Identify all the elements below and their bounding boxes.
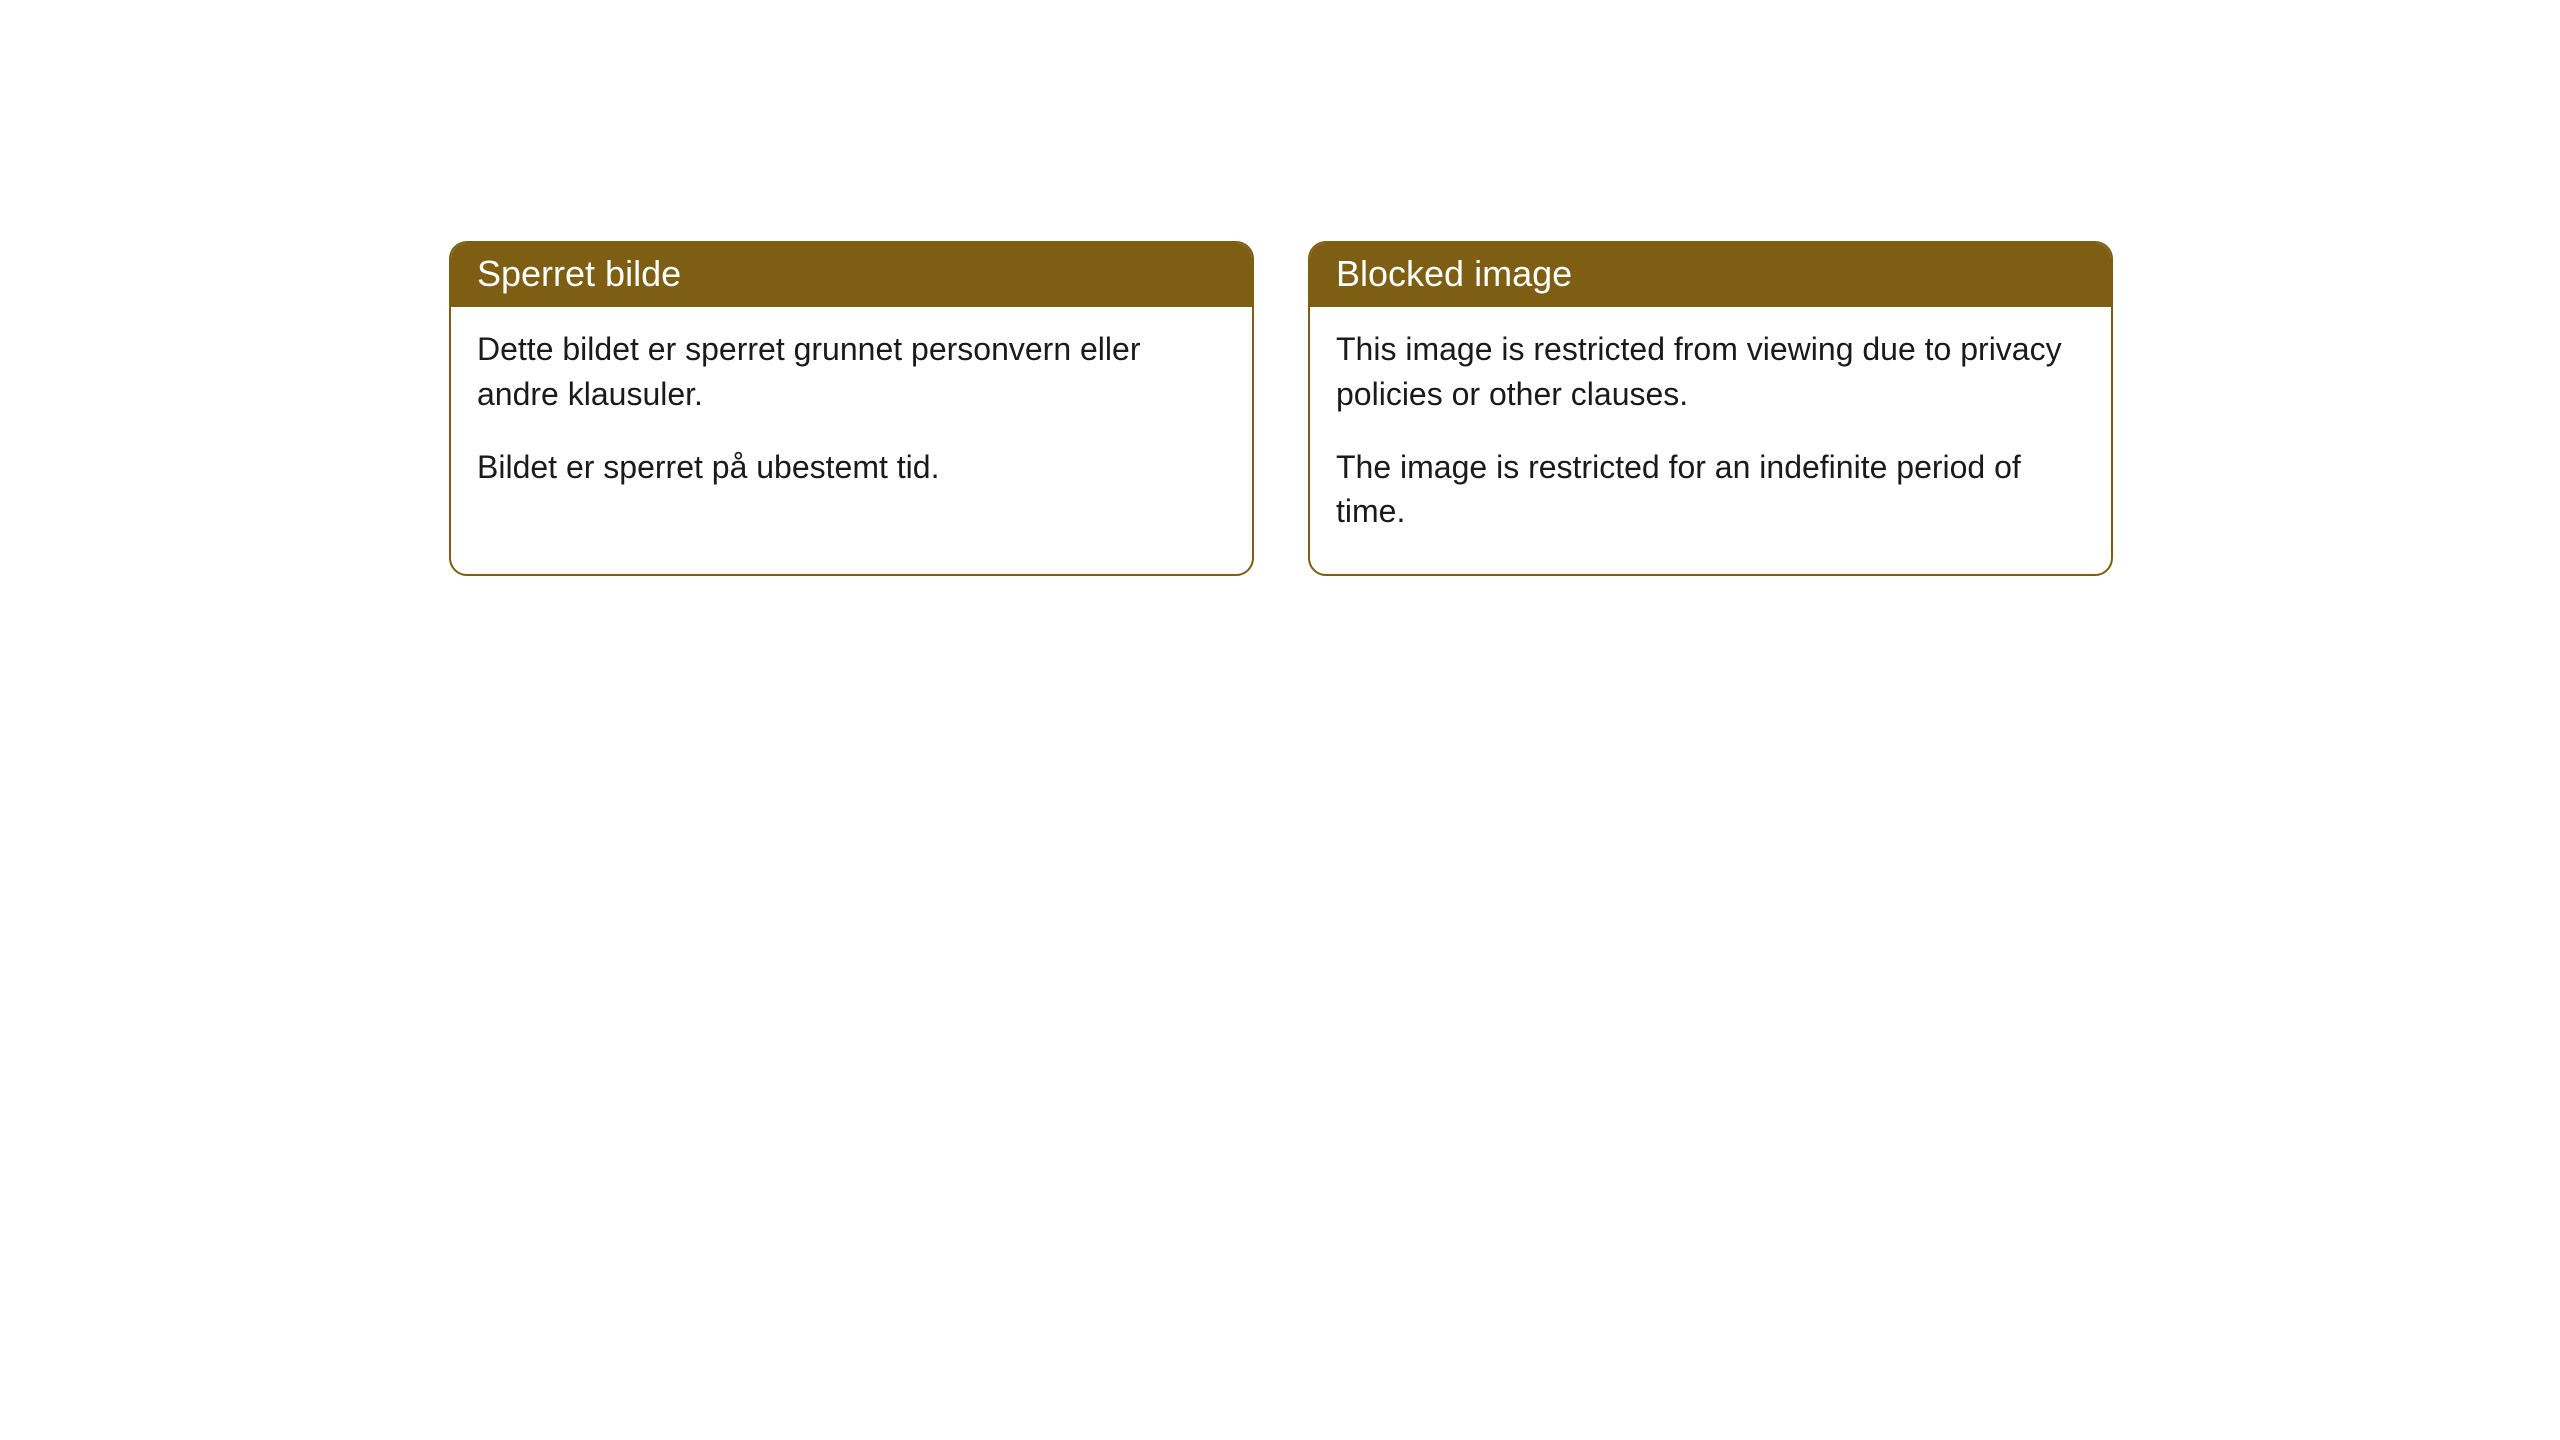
notice-header: Sperret bilde bbox=[451, 243, 1252, 307]
notice-paragraph-2: The image is restricted for an indefinit… bbox=[1336, 445, 2085, 535]
notice-card-norwegian: Sperret bilde Dette bildet er sperret gr… bbox=[449, 241, 1254, 576]
notice-title: Blocked image bbox=[1336, 253, 1572, 294]
notice-paragraph-1: Dette bildet er sperret grunnet personve… bbox=[477, 327, 1226, 417]
notice-paragraph-2: Bildet er sperret på ubestemt tid. bbox=[477, 445, 1226, 490]
notice-title: Sperret bilde bbox=[477, 253, 681, 294]
notice-card-english: Blocked image This image is restricted f… bbox=[1308, 241, 2113, 576]
notice-paragraph-1: This image is restricted from viewing du… bbox=[1336, 327, 2085, 417]
notice-body: This image is restricted from viewing du… bbox=[1310, 307, 2111, 574]
notice-container: Sperret bilde Dette bildet er sperret gr… bbox=[449, 241, 2113, 576]
notice-body: Dette bildet er sperret grunnet personve… bbox=[451, 307, 1252, 529]
notice-header: Blocked image bbox=[1310, 243, 2111, 307]
